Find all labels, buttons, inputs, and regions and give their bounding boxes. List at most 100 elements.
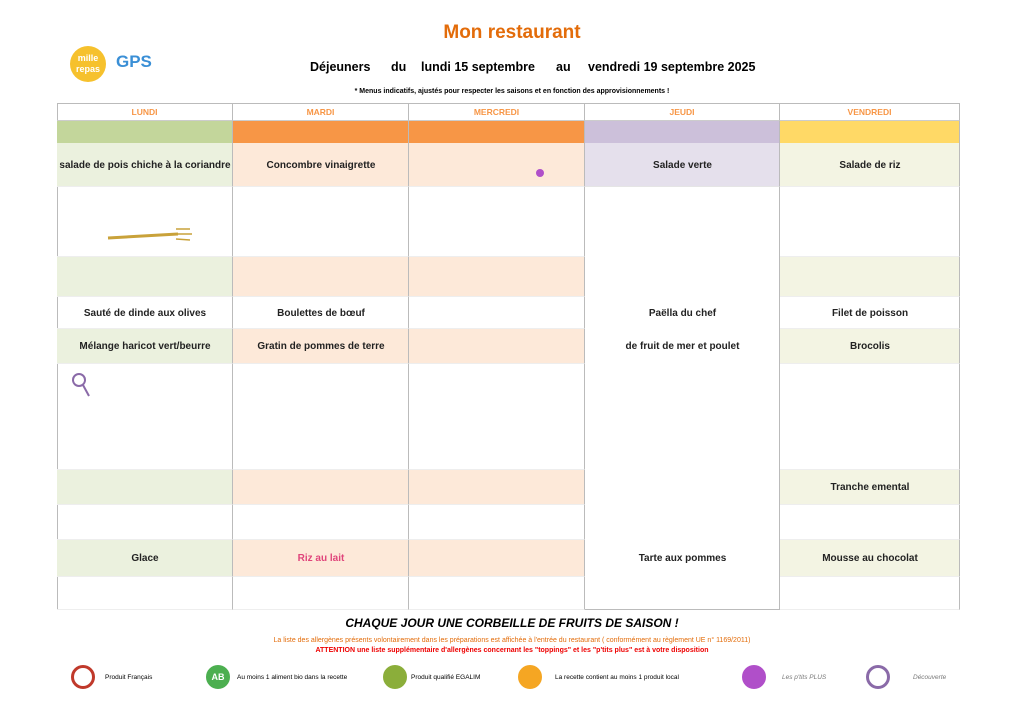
cell <box>585 505 780 540</box>
cell <box>780 364 960 470</box>
cell <box>780 329 960 364</box>
period-from: lundi 15 septembre <box>421 60 535 74</box>
day-header: JEUDI <box>585 103 780 121</box>
cell <box>780 470 960 505</box>
day-header: MERCREDI <box>409 103 585 121</box>
cell <box>57 329 233 364</box>
period-to: vendredi 19 septembre 2025 <box>588 60 756 74</box>
logo-mille: mille repas <box>70 46 106 82</box>
dish: Glace <box>131 553 159 564</box>
legend-icon <box>742 665 766 689</box>
dish: Riz au lait <box>297 553 345 564</box>
legend-label: Les p'tits PLUS <box>782 674 827 681</box>
cell <box>57 470 233 505</box>
cell <box>57 505 233 540</box>
dish: Tranche emental <box>830 482 910 493</box>
cell <box>233 364 409 470</box>
day-band <box>585 121 780 143</box>
note: * Menus indicatifs, ajustés pour respect… <box>354 88 670 95</box>
legend-label: Découverte <box>913 674 947 681</box>
cell <box>780 187 960 257</box>
day-band <box>233 121 409 143</box>
cell <box>233 577 409 610</box>
cell <box>57 577 233 610</box>
dish: Tarte aux pommes <box>638 553 727 564</box>
cell <box>409 470 585 505</box>
cell <box>585 470 780 505</box>
dish: Filet de poisson <box>831 307 909 319</box>
cell <box>57 540 233 577</box>
dish: Mousse au chocolat <box>822 553 918 564</box>
cell <box>585 540 780 577</box>
title: Mon restaurant <box>443 22 581 43</box>
cell <box>409 329 585 364</box>
dish: de fruit de mer et poulet <box>625 341 740 352</box>
dish: Gratin de pommes de terre <box>257 341 385 352</box>
cell <box>57 143 233 187</box>
period-word: au <box>556 60 571 74</box>
dish: Sauté de dinde aux olives <box>83 307 207 319</box>
cell <box>233 540 409 577</box>
logo-gps: GPS <box>116 52 152 71</box>
legend-icon <box>518 665 542 689</box>
dish: Concombre vinaigrette <box>266 159 376 171</box>
cell <box>780 505 960 540</box>
cell <box>57 257 233 297</box>
legend-label: Au moins 1 aliment bio dans la recette <box>237 674 348 681</box>
cell <box>233 470 409 505</box>
cell <box>57 297 233 329</box>
day-band <box>57 121 233 143</box>
plus-icon <box>536 169 544 177</box>
dish: Mélange haricot vert/beurre <box>79 341 211 352</box>
cell <box>585 364 780 470</box>
cell <box>57 364 233 470</box>
warning: ATTENTION une liste supplémentaire d'all… <box>315 647 709 654</box>
day-header: LUNDI <box>57 103 233 121</box>
dish: Paëlla du chef <box>648 307 717 319</box>
cell <box>409 143 585 187</box>
cell <box>780 540 960 577</box>
cell <box>409 577 585 610</box>
cell <box>780 143 960 187</box>
dish: Brocolis <box>849 341 890 352</box>
legend-icon <box>383 665 407 689</box>
cell <box>409 297 585 329</box>
cell <box>233 297 409 329</box>
cell <box>585 187 780 257</box>
fork <box>107 228 192 241</box>
dish: Boulettes de bœuf <box>277 307 365 319</box>
day-header: MARDI <box>233 103 409 121</box>
cell <box>409 540 585 577</box>
cell <box>585 577 780 610</box>
dish: salade de pois chiche à la coriandre <box>59 159 231 171</box>
icon-text: AB <box>211 672 225 682</box>
cell <box>780 297 960 329</box>
cell <box>780 577 960 610</box>
legend-label: Produit qualifié EGALIM <box>411 674 481 681</box>
day-band <box>780 121 960 143</box>
cell <box>585 143 780 187</box>
cell <box>233 143 409 187</box>
cell <box>57 187 233 257</box>
legend-icon: AB <box>206 665 230 689</box>
fruit-note: CHAQUE JOUR UNE CORBEILLE DE FRUITS DE S… <box>345 616 679 630</box>
logo-text: mille <box>77 53 99 63</box>
cell <box>585 257 780 297</box>
period-word: du <box>391 60 407 74</box>
cell <box>585 297 780 329</box>
logo-text: repas <box>75 64 101 74</box>
legend-icon <box>71 665 95 689</box>
day-header: VENDREDI <box>780 103 960 121</box>
cell <box>585 329 780 364</box>
legend-label: La recette contient au moins 1 produit l… <box>555 674 679 681</box>
cell <box>780 257 960 297</box>
period-label: Déjeuners <box>310 60 371 74</box>
day-band <box>409 121 585 143</box>
legend-icon <box>866 665 890 689</box>
cell <box>233 187 409 257</box>
dish: Salade de riz <box>839 159 901 171</box>
cell <box>233 505 409 540</box>
cell <box>409 505 585 540</box>
